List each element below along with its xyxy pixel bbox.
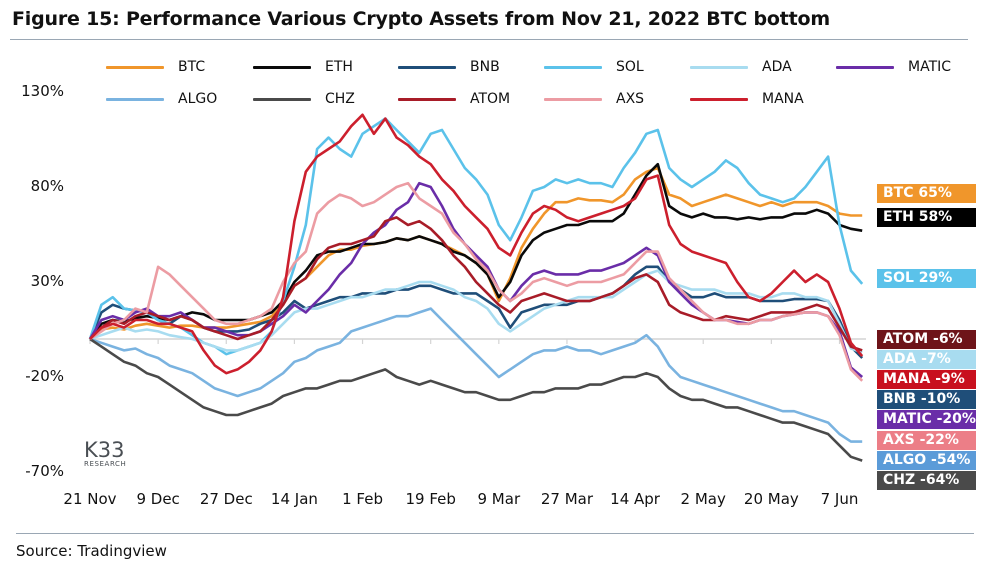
legend-item-sol: SOL	[544, 59, 644, 75]
y-tick-label: 130%	[21, 82, 64, 100]
legend-swatch	[690, 65, 748, 69]
legend-swatch	[836, 65, 894, 69]
legend-label: BTC	[178, 59, 206, 75]
end-label-sol: SOL 29%	[877, 269, 976, 288]
legend-item-axs: AXS	[544, 91, 644, 107]
end-label-algo: ALGO -54%	[877, 451, 976, 470]
series-line-chz	[89, 337, 863, 462]
x-tick-label: 27 Dec	[199, 490, 253, 508]
legend-item-atom: ATOM	[398, 91, 510, 107]
legend-label: ATOM	[470, 91, 511, 107]
y-tick-label: 80%	[30, 177, 64, 195]
series-line-eth	[88, 162, 863, 340]
legend-label: ADA	[762, 59, 792, 75]
source-divider	[16, 533, 974, 534]
y-tick-label: 30%	[30, 272, 64, 290]
legend-swatch	[398, 97, 456, 101]
legend-item-algo: ALGO	[106, 91, 217, 107]
legend-swatch	[253, 97, 311, 101]
legend-item-bnb: BNB	[398, 59, 500, 75]
legend-item-chz: CHZ	[253, 91, 355, 107]
legend-label: SOL	[616, 59, 644, 75]
x-tick-label: 1 Feb	[342, 490, 383, 508]
x-tick-label: 14 Apr	[610, 490, 660, 508]
end-label-chz: CHZ -64%	[877, 471, 976, 490]
legend-label: CHZ	[325, 91, 355, 107]
legend-label: ETH	[325, 59, 353, 75]
x-tick-label: 7 Jun	[820, 490, 859, 508]
end-label-eth: ETH 58%	[877, 208, 976, 227]
legend-item-btc: BTC	[106, 59, 205, 75]
legend-label: BNB	[470, 59, 500, 75]
x-tick-label: 9 Dec	[136, 490, 180, 508]
legend-swatch	[398, 65, 456, 69]
legend-swatch	[690, 97, 748, 101]
series-line-axs	[89, 181, 864, 382]
series-line-atom	[89, 216, 863, 352]
end-label-ada: ADA -7%	[877, 350, 976, 369]
x-tick-label: 9 Mar	[477, 490, 521, 508]
y-tick-label: -70%	[25, 462, 64, 480]
figure-title: Figure 15: Performance Various Crypto As…	[12, 8, 830, 30]
x-tick-label: 14 Jan	[270, 490, 318, 508]
logo-main: K33	[84, 438, 125, 462]
series-line-btc	[89, 166, 863, 340]
end-label-matic: MATIC -20%	[877, 410, 976, 429]
legend-swatch	[253, 65, 311, 69]
legend-swatch	[544, 65, 602, 69]
source-note: Source: Tradingview	[16, 542, 167, 560]
end-label-bnb: BNB -10%	[877, 390, 976, 409]
legend-item-matic: MATIC	[836, 59, 951, 75]
legend-item-eth: ETH	[253, 59, 353, 75]
legend-item-ada: ADA	[690, 59, 792, 75]
title-divider	[10, 39, 968, 40]
x-tick-label: 20 May	[743, 490, 799, 508]
end-label-mana: MANA -9%	[877, 370, 976, 389]
legend-swatch	[544, 97, 602, 101]
legend-swatch	[106, 65, 164, 69]
logo-sub: RESEARCH	[84, 460, 127, 468]
legend-swatch	[106, 97, 164, 101]
series-line-mana	[89, 113, 864, 375]
end-label-atom: ATOM -6%	[877, 330, 976, 349]
x-tick-label: 19 Feb	[405, 490, 456, 508]
legend-label: AXS	[616, 91, 645, 107]
x-tick-label: 21 Nov	[63, 490, 117, 508]
end-label-btc: BTC 65%	[877, 184, 976, 203]
x-tick-label: 27 Mar	[540, 490, 594, 508]
legend-label: ALGO	[178, 91, 218, 107]
legend-item-mana: MANA	[690, 91, 804, 107]
legend-label: MANA	[762, 91, 804, 107]
y-tick-label: -20%	[25, 367, 64, 385]
series-line-ada	[89, 269, 863, 354]
k33-research-logo: K33 RESEARCH	[84, 438, 127, 469]
legend-label: MATIC	[908, 59, 952, 75]
series-line-algo	[89, 307, 863, 443]
x-tick-label: 2 May	[680, 490, 726, 508]
end-label-axs: AXS -22%	[877, 431, 976, 450]
